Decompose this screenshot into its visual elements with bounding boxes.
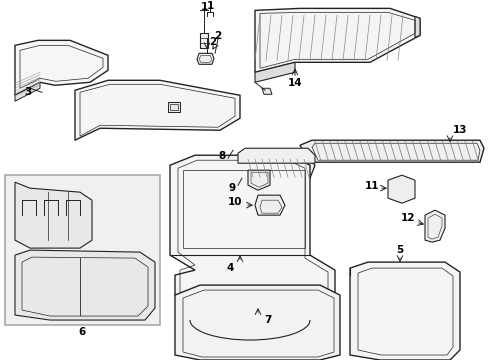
Polygon shape — [75, 80, 240, 140]
Text: 2: 2 — [209, 37, 216, 47]
Polygon shape — [247, 170, 269, 190]
Polygon shape — [15, 40, 108, 95]
Polygon shape — [168, 102, 180, 112]
Polygon shape — [387, 175, 414, 203]
Text: 7: 7 — [264, 315, 271, 325]
Text: 12: 12 — [400, 213, 414, 223]
Text: 1: 1 — [200, 3, 207, 12]
Polygon shape — [200, 33, 207, 48]
Polygon shape — [175, 285, 339, 360]
Text: 10: 10 — [227, 197, 242, 207]
Polygon shape — [170, 155, 334, 310]
Polygon shape — [254, 195, 285, 215]
Text: 2: 2 — [214, 31, 221, 41]
Polygon shape — [197, 53, 214, 64]
Polygon shape — [15, 82, 40, 101]
Polygon shape — [299, 140, 483, 162]
Polygon shape — [414, 16, 419, 37]
Polygon shape — [349, 262, 459, 360]
Text: 8: 8 — [218, 151, 225, 161]
Text: 5: 5 — [396, 245, 403, 255]
Polygon shape — [424, 210, 444, 242]
Text: 3: 3 — [24, 87, 32, 97]
Polygon shape — [238, 158, 314, 178]
Text: 11: 11 — [364, 181, 379, 191]
Polygon shape — [262, 88, 271, 94]
Polygon shape — [254, 8, 419, 72]
Text: 6: 6 — [78, 327, 85, 337]
Bar — [5, 175, 160, 325]
Text: 14: 14 — [287, 78, 302, 88]
Text: 13: 13 — [452, 125, 467, 135]
Text: 9: 9 — [228, 183, 235, 193]
Polygon shape — [238, 148, 314, 163]
Text: 4: 4 — [226, 263, 233, 273]
Text: 1: 1 — [206, 1, 213, 12]
Polygon shape — [15, 250, 155, 320]
Polygon shape — [15, 182, 92, 248]
Polygon shape — [254, 62, 294, 82]
